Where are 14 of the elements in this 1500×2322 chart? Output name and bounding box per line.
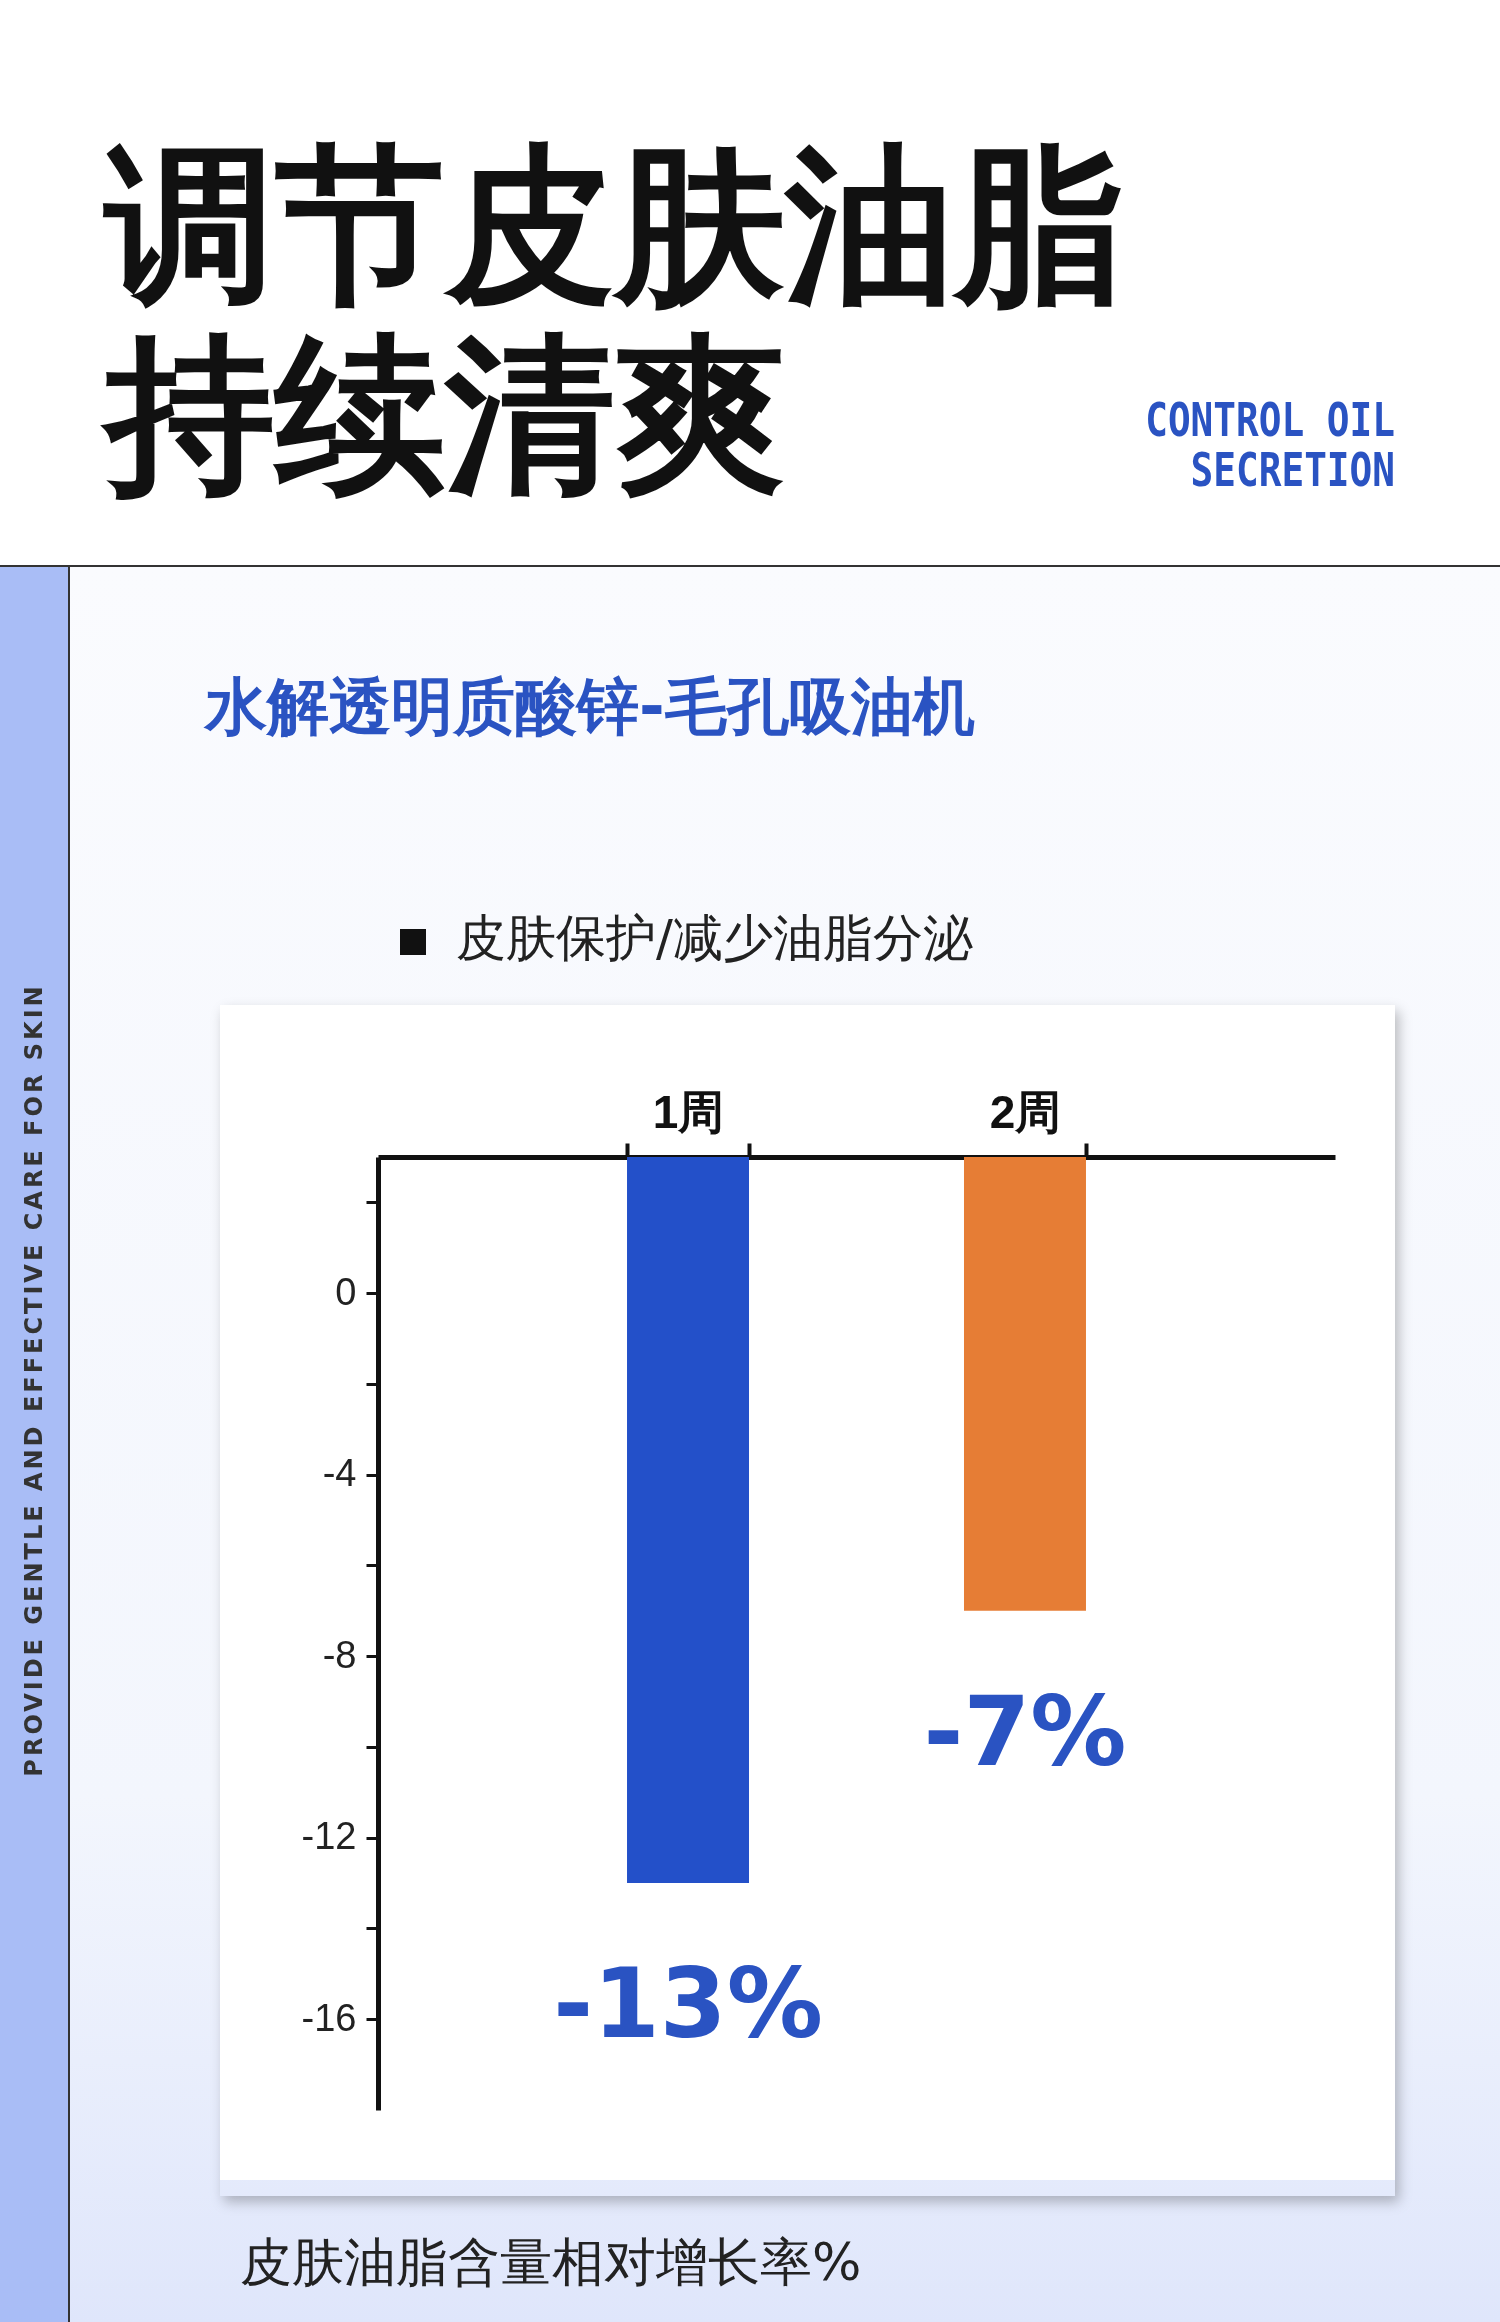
text: 皮肤保护/减少油脂分泌 (456, 909, 973, 967)
data-label: -7% (923, 1675, 1127, 1788)
y-tick-label: -8 (322, 1633, 357, 1676)
y-tick-label: -12 (301, 1815, 357, 1858)
text: CONTROL OIL SECRETION (1144, 393, 1395, 497)
y-tick-label: -16 (301, 1996, 357, 2039)
data-label: -13% (553, 1948, 823, 2061)
x-tick-label: 2周 (989, 1085, 1062, 1138)
chart-subtitle: 水解透明质酸锌-毛孔吸油机 (205, 669, 975, 745)
y-tick-label: -4 (322, 1452, 357, 1495)
y-tick-label: 0 (335, 1270, 357, 1313)
x-tick-label: 1周 (652, 1085, 725, 1138)
y-axis-title: 皮肤油脂含量相对增长率% (240, 2231, 862, 2294)
text: PROVIDE GENTLE AND EFFECTIVE CARE FOR SKIN (20, 983, 48, 1777)
